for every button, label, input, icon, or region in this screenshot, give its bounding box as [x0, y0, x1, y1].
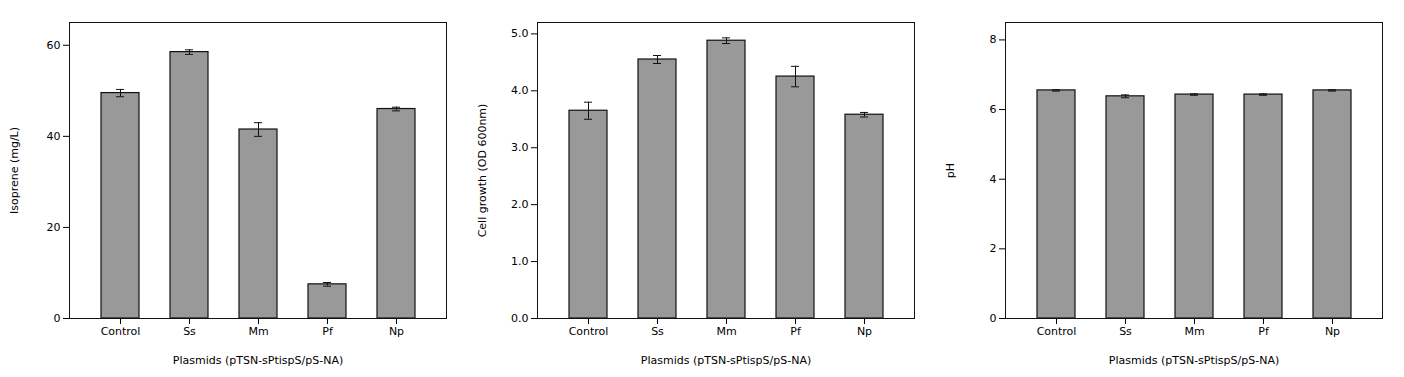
svg-text:Cell growth (OD 600nm): Cell growth (OD 600nm) [476, 104, 489, 238]
svg-text:6: 6 [989, 103, 996, 116]
svg-text:Control: Control [100, 325, 140, 338]
svg-text:40: 40 [46, 130, 60, 143]
svg-text:Control: Control [568, 325, 608, 338]
svg-text:Np: Np [388, 325, 403, 338]
svg-text:Mm: Mm [716, 325, 736, 338]
svg-text:Plasmids (pTSN-sPtispS/pS-NA): Plasmids (pTSN-sPtispS/pS-NA) [172, 354, 342, 367]
svg-text:5.0: 5.0 [511, 27, 529, 40]
svg-text:4: 4 [989, 173, 996, 186]
svg-text:Pf: Pf [1258, 325, 1270, 338]
svg-text:Mm: Mm [1184, 325, 1204, 338]
svg-text:Ss: Ss [1119, 325, 1132, 338]
svg-text:Isoprene (mg/L): Isoprene (mg/L) [8, 127, 21, 214]
svg-text:2: 2 [989, 242, 996, 255]
svg-text:60: 60 [46, 39, 60, 52]
svg-text:Pf: Pf [322, 325, 334, 338]
svg-text:Control: Control [1036, 325, 1076, 338]
svg-text:Mm: Mm [248, 325, 268, 338]
svg-text:8: 8 [989, 33, 996, 46]
svg-text:3.0: 3.0 [511, 141, 529, 154]
svg-text:Ss: Ss [651, 325, 664, 338]
svg-text:pH: pH [944, 163, 957, 178]
svg-text:Plasmids (pTSN-sPtispS/pS-NA): Plasmids (pTSN-sPtispS/pS-NA) [1108, 354, 1278, 367]
svg-text:2.0: 2.0 [511, 198, 529, 211]
svg-text:Pf: Pf [790, 325, 802, 338]
svg-text:4.0: 4.0 [511, 84, 529, 97]
svg-text:Ss: Ss [183, 325, 196, 338]
svg-text:Plasmids (pTSN-sPtispS/pS-NA): Plasmids (pTSN-sPtispS/pS-NA) [640, 354, 810, 367]
svg-text:20: 20 [46, 221, 60, 234]
svg-text:0.0: 0.0 [511, 312, 529, 325]
svg-text:Np: Np [1324, 325, 1339, 338]
svg-text:1.0: 1.0 [511, 255, 529, 268]
svg-text:Np: Np [856, 325, 871, 338]
svg-text:0: 0 [53, 312, 60, 325]
svg-text:0: 0 [989, 312, 996, 325]
